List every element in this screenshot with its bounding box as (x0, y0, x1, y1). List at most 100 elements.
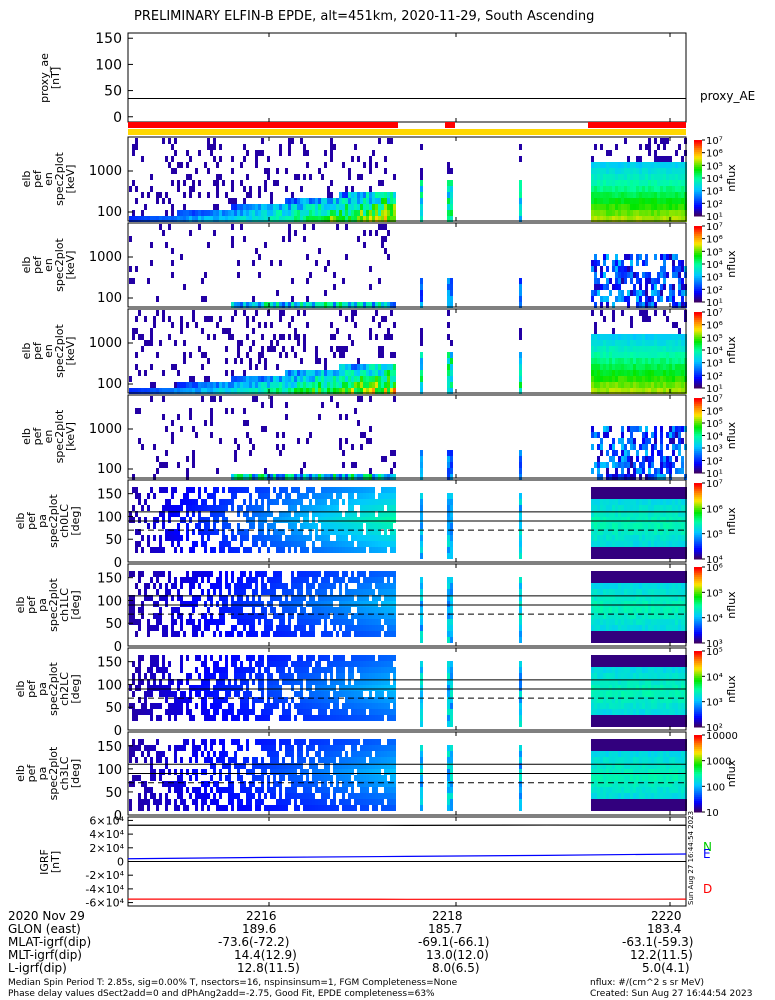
heatmap-cell (447, 499, 450, 505)
heatmap-cell (162, 388, 165, 394)
y-axis-label: [deg] (69, 590, 82, 619)
heatmap-cell (606, 553, 609, 559)
heatmap-cell (519, 619, 522, 625)
heatmap-cell (621, 619, 624, 625)
heatmap-cell (156, 468, 159, 474)
heatmap-cell (306, 216, 309, 222)
heatmap-cell (276, 302, 279, 308)
heatmap-cell (273, 589, 276, 595)
heatmap-cell (630, 589, 633, 595)
heatmap-cell (657, 382, 660, 388)
heatmap-cell (420, 364, 423, 370)
heatmap-cell (603, 631, 606, 637)
heatmap-cell (675, 272, 678, 278)
heatmap-cell (333, 619, 336, 625)
colorbar-swatch (694, 486, 702, 490)
heatmap-cell (609, 517, 612, 523)
heatmap-cell (213, 487, 216, 493)
heatmap-cell (315, 547, 318, 553)
colorbar-swatch (694, 547, 702, 550)
heatmap-cell (636, 278, 639, 284)
colorbar-swatch (694, 327, 702, 330)
heatmap-cell (288, 511, 291, 517)
heatmap-cell (273, 210, 276, 216)
heatmap-cell (681, 364, 684, 370)
heatmap-cell (375, 505, 378, 511)
heatmap-cell (240, 224, 243, 230)
heatmap-cell (621, 613, 624, 619)
heatmap-cell (648, 204, 651, 210)
heatmap-cell (321, 198, 324, 204)
heatmap-cell (627, 290, 630, 296)
colorbar-swatch (694, 633, 702, 636)
heatmap-cell (615, 278, 618, 284)
heatmap-cell (519, 382, 522, 388)
heatmap-cell (204, 272, 207, 278)
heatmap-cell (657, 186, 660, 192)
heatmap-cell (672, 589, 675, 595)
heatmap-cell (300, 358, 303, 364)
heatmap-cell (681, 468, 684, 474)
heatmap-cell (165, 450, 168, 456)
heatmap-cell (606, 376, 609, 382)
colorbar-swatch (694, 591, 702, 595)
heatmap-cell (654, 541, 657, 547)
heatmap-cell (597, 198, 600, 204)
heatmap-cell (393, 529, 396, 535)
heatmap-cell (162, 631, 165, 637)
heatmap-cell (621, 278, 624, 284)
colorbar-swatch (694, 338, 702, 341)
heatmap-cell (681, 499, 684, 505)
heatmap-cell (213, 589, 216, 595)
heatmap-cell (237, 583, 240, 589)
heatmap-cell (621, 388, 624, 394)
heatmap-cell (291, 631, 294, 637)
heatmap-cell (246, 511, 249, 517)
heatmap-cell (675, 487, 678, 493)
colorbar-tick-label: 10¹ (706, 469, 723, 480)
heatmap-cell (381, 210, 384, 216)
heatmap-cell (255, 310, 258, 316)
heatmap-cell (348, 541, 351, 547)
heatmap-cell (615, 388, 618, 394)
heatmap-cell (285, 595, 288, 601)
y-axis-label: [nT] (49, 67, 62, 89)
heatmap-cell (447, 468, 450, 474)
heatmap-cell (303, 571, 306, 577)
heatmap-cell (291, 198, 294, 204)
heatmap-cell (165, 601, 168, 607)
heatmap-cell (234, 583, 237, 589)
heatmap-cell (450, 474, 453, 480)
heatmap-cell (420, 607, 423, 613)
heatmap-cell (372, 198, 375, 204)
colorbar-swatch (694, 198, 702, 202)
heatmap-cell (657, 601, 660, 607)
heatmap-cell (234, 204, 237, 210)
heatmap-cell (261, 493, 264, 499)
heatmap-cell (381, 388, 384, 394)
heatmap-cell (366, 541, 369, 547)
heatmap-cell (270, 204, 273, 210)
heatmap-cell (660, 517, 663, 523)
heatmap-cell (354, 577, 357, 583)
heatmap-cell (420, 382, 423, 388)
heatmap-cell (357, 156, 360, 162)
heatmap-cell (360, 499, 363, 505)
heatmap-cell (639, 216, 642, 222)
heatmap-cell (261, 388, 264, 394)
heatmap-cell (207, 529, 210, 535)
heatmap-cell (231, 547, 234, 553)
heatmap-cell (366, 529, 369, 535)
heatmap-cell (150, 242, 153, 248)
colorbar-swatch (694, 212, 702, 215)
heatmap-cell (381, 511, 384, 517)
heatmap-cell (243, 156, 246, 162)
heatmap-cell (378, 619, 381, 625)
heatmap-cell (678, 619, 681, 625)
heatmap-cell (315, 474, 318, 480)
y-axis-label: [keV] (64, 251, 77, 280)
heatmap-cell (597, 290, 600, 296)
heatmap-cell (681, 589, 684, 595)
heatmap-cell (264, 571, 267, 577)
heatmap-cell (351, 388, 354, 394)
